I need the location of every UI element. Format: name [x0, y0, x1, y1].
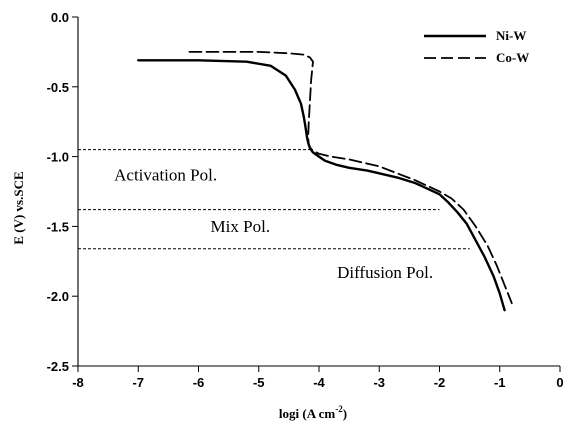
x-tick-label: -8	[72, 375, 84, 390]
x-tick-label: 0	[556, 375, 563, 390]
y-axis-title: E (V) vs.SCE	[11, 171, 26, 244]
annotation-1: Activation Pol.	[114, 165, 217, 184]
ticks-group: -8 -7 -6 -5 -4 -3 -2 -1 0 0.0 -0.5 -1.0 -1.5 -2.0 -2.5	[47, 10, 564, 390]
x-axis-title: logi (A cm-2)	[279, 404, 347, 421]
x-axis-title-close: )	[343, 406, 347, 421]
series-line-co-w	[188, 51, 513, 305]
x-tick-label: -1	[494, 375, 506, 390]
reference-lines	[78, 149, 470, 250]
legend-label-ni-w: Ni-W	[496, 28, 526, 43]
series-line-ni-w	[137, 59, 506, 312]
series-group	[137, 51, 513, 312]
annotations-group: Activation Pol. Mix Pol. Diffusion Pol.	[114, 165, 433, 282]
legend-label-co-w: Co-W	[496, 50, 529, 65]
x-tick-label: -5	[253, 375, 265, 390]
y-tick-label: -0.5	[47, 80, 69, 95]
y-tick-label: -2.5	[47, 359, 69, 374]
x-tick-label: -3	[373, 375, 385, 390]
y-tick-label: -1.5	[47, 219, 69, 234]
x-tick-label: -7	[132, 375, 144, 390]
x-tick-label: -6	[193, 375, 205, 390]
y-tick-label: -1.0	[47, 150, 69, 165]
annotation-3: Diffusion Pol.	[337, 263, 433, 282]
x-axis-title-base: logi (A cm	[279, 406, 335, 421]
legend: Ni-W Co-W	[424, 28, 529, 65]
annotation-2: Mix Pol.	[211, 217, 271, 236]
x-tick-label: -2	[434, 375, 446, 390]
x-axis-title-sup: -2	[335, 404, 343, 414]
y-tick-label: 0.0	[51, 10, 69, 25]
x-tick-label: -4	[313, 375, 325, 390]
y-tick-label: -2.0	[47, 289, 69, 304]
plot-frame	[77, 17, 560, 367]
